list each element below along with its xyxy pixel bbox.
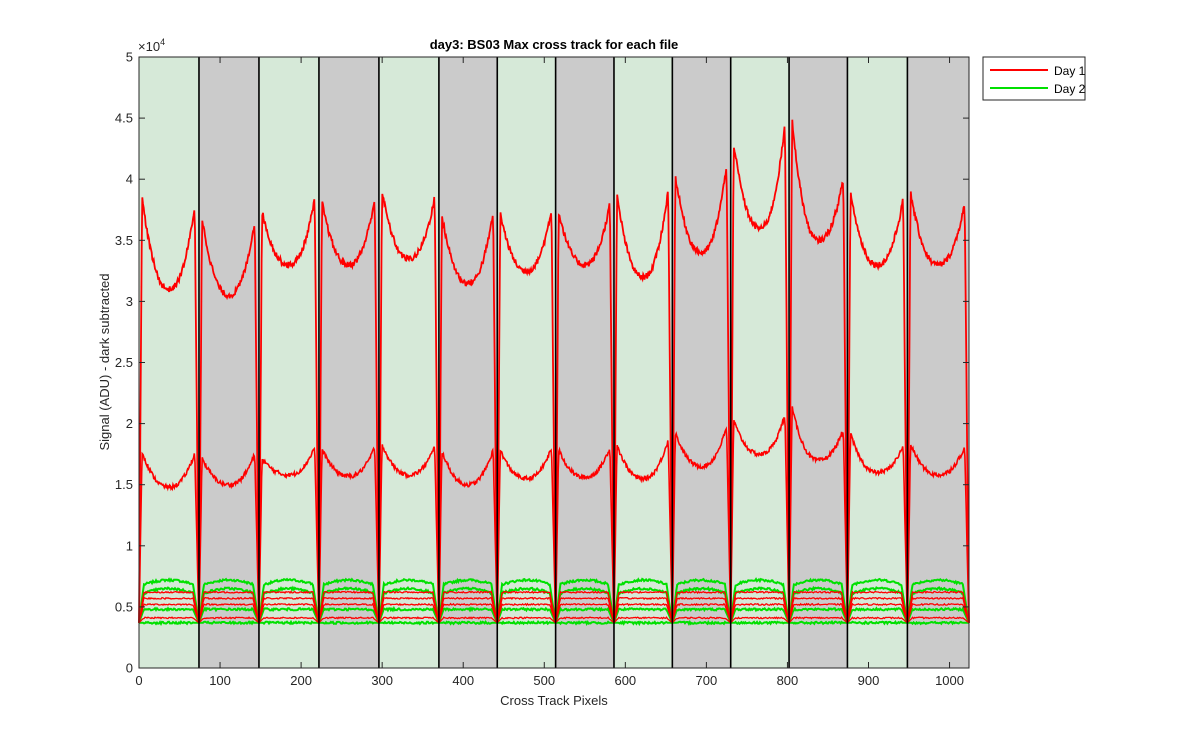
exponent-base: ×10 xyxy=(138,39,160,54)
y-tick-label-9: 4.5 xyxy=(115,111,133,126)
chart-title: day3: BS03 Max cross track for each file xyxy=(430,37,679,52)
y-tick-label-10: 5 xyxy=(126,50,133,65)
x-tick-label-9: 900 xyxy=(858,673,880,688)
y-tick-label-4: 2 xyxy=(126,416,133,431)
legend-label-day2: Day 2 xyxy=(1054,82,1086,96)
x-axis: 0 100 200 300 400 500 600 700 800 900 1000 xyxy=(135,57,964,688)
y-tick-label-1: 0.5 xyxy=(115,599,133,614)
y-tick-label-3: 1.5 xyxy=(115,477,133,492)
x-axis-label: Cross Track Pixels xyxy=(500,693,608,708)
y-tick-label-8: 4 xyxy=(126,172,133,187)
segment-band-9 xyxy=(672,57,731,668)
segment-band-11 xyxy=(789,57,848,668)
segment-band-7 xyxy=(555,57,614,668)
x-tick-label-0: 0 xyxy=(135,673,142,688)
segment-band-10 xyxy=(730,57,790,668)
x-tick-label-4: 400 xyxy=(452,673,474,688)
segment-band-5 xyxy=(438,57,498,668)
x-tick-label-6: 600 xyxy=(614,673,636,688)
y-tick-label-7: 3.5 xyxy=(115,233,133,248)
segment-band-13 xyxy=(907,57,969,668)
x-tick-label-10: 1000 xyxy=(935,673,964,688)
legend-label-day1: Day 1 xyxy=(1054,64,1086,78)
legend-box xyxy=(982,56,1086,101)
segment-band-0 xyxy=(139,57,199,668)
svg-text:×104: ×104 xyxy=(138,37,165,54)
segment-band-3 xyxy=(318,57,379,668)
y-tick-label-0: 0 xyxy=(126,661,133,676)
exponent-power: 4 xyxy=(160,37,165,47)
y-axis: 0 0.5 1 1.5 2 2.5 3 3.5 4 4.5 5 xyxy=(115,50,969,676)
y-tick-label-6: 3 xyxy=(126,294,133,309)
x-tick-label-8: 800 xyxy=(777,673,799,688)
segment-band-8 xyxy=(613,57,673,668)
x-tick-label-1: 100 xyxy=(209,673,231,688)
segment-band-12 xyxy=(847,57,908,668)
y-axis-label: Signal (ADU) - dark subtracted xyxy=(97,273,112,450)
segment-separators xyxy=(198,57,909,668)
x-tick-label-7: 700 xyxy=(696,673,718,688)
segment-band-2 xyxy=(258,57,319,668)
x-tick-label-5: 500 xyxy=(533,673,555,688)
y-tick-label-5: 2.5 xyxy=(115,355,133,370)
y-exponent-label: ×104 xyxy=(138,37,165,54)
x-tick-label-2: 200 xyxy=(290,673,312,688)
y-tick-label-2: 1 xyxy=(126,538,133,553)
segment-band-4 xyxy=(378,57,439,668)
legend[interactable]: Day 1 Day 2 xyxy=(982,56,1086,101)
segment-band-1 xyxy=(198,57,259,668)
segment-band-6 xyxy=(497,57,556,668)
x-tick-label-3: 300 xyxy=(371,673,393,688)
plot-background-bands xyxy=(139,57,969,668)
